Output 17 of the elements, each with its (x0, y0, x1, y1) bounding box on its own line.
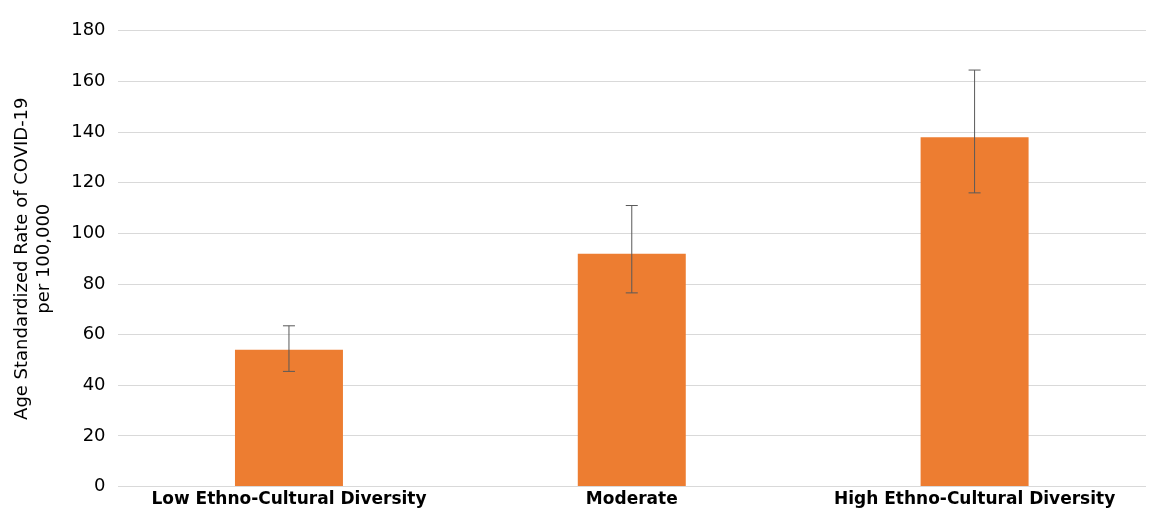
y-tick-label: 100 (71, 221, 106, 243)
x-tick-label: Moderate (585, 488, 678, 509)
y-tick-label: 140 (71, 119, 106, 141)
y-tick-label: 180 (71, 18, 106, 40)
y-tick-label: 40 (82, 372, 106, 394)
y-tick-label: 0 (94, 474, 106, 496)
y-tick-label: 160 (71, 69, 106, 91)
y-axis-title: Age Standardized Rate of COVID-19 per 100,000 (10, 97, 54, 420)
x-tick-label: High Ethno-Cultural Diversity (833, 488, 1116, 509)
y-tick-label: 120 (71, 170, 106, 192)
y-tick-label: 20 (82, 423, 106, 445)
bar (920, 137, 1029, 487)
x-tick-label: Low Ethno-Cultural Diversity (151, 488, 427, 509)
bar (577, 253, 686, 487)
bar (234, 349, 343, 487)
y-tick-label: 60 (82, 322, 106, 344)
y-tick-label: 80 (82, 271, 106, 293)
